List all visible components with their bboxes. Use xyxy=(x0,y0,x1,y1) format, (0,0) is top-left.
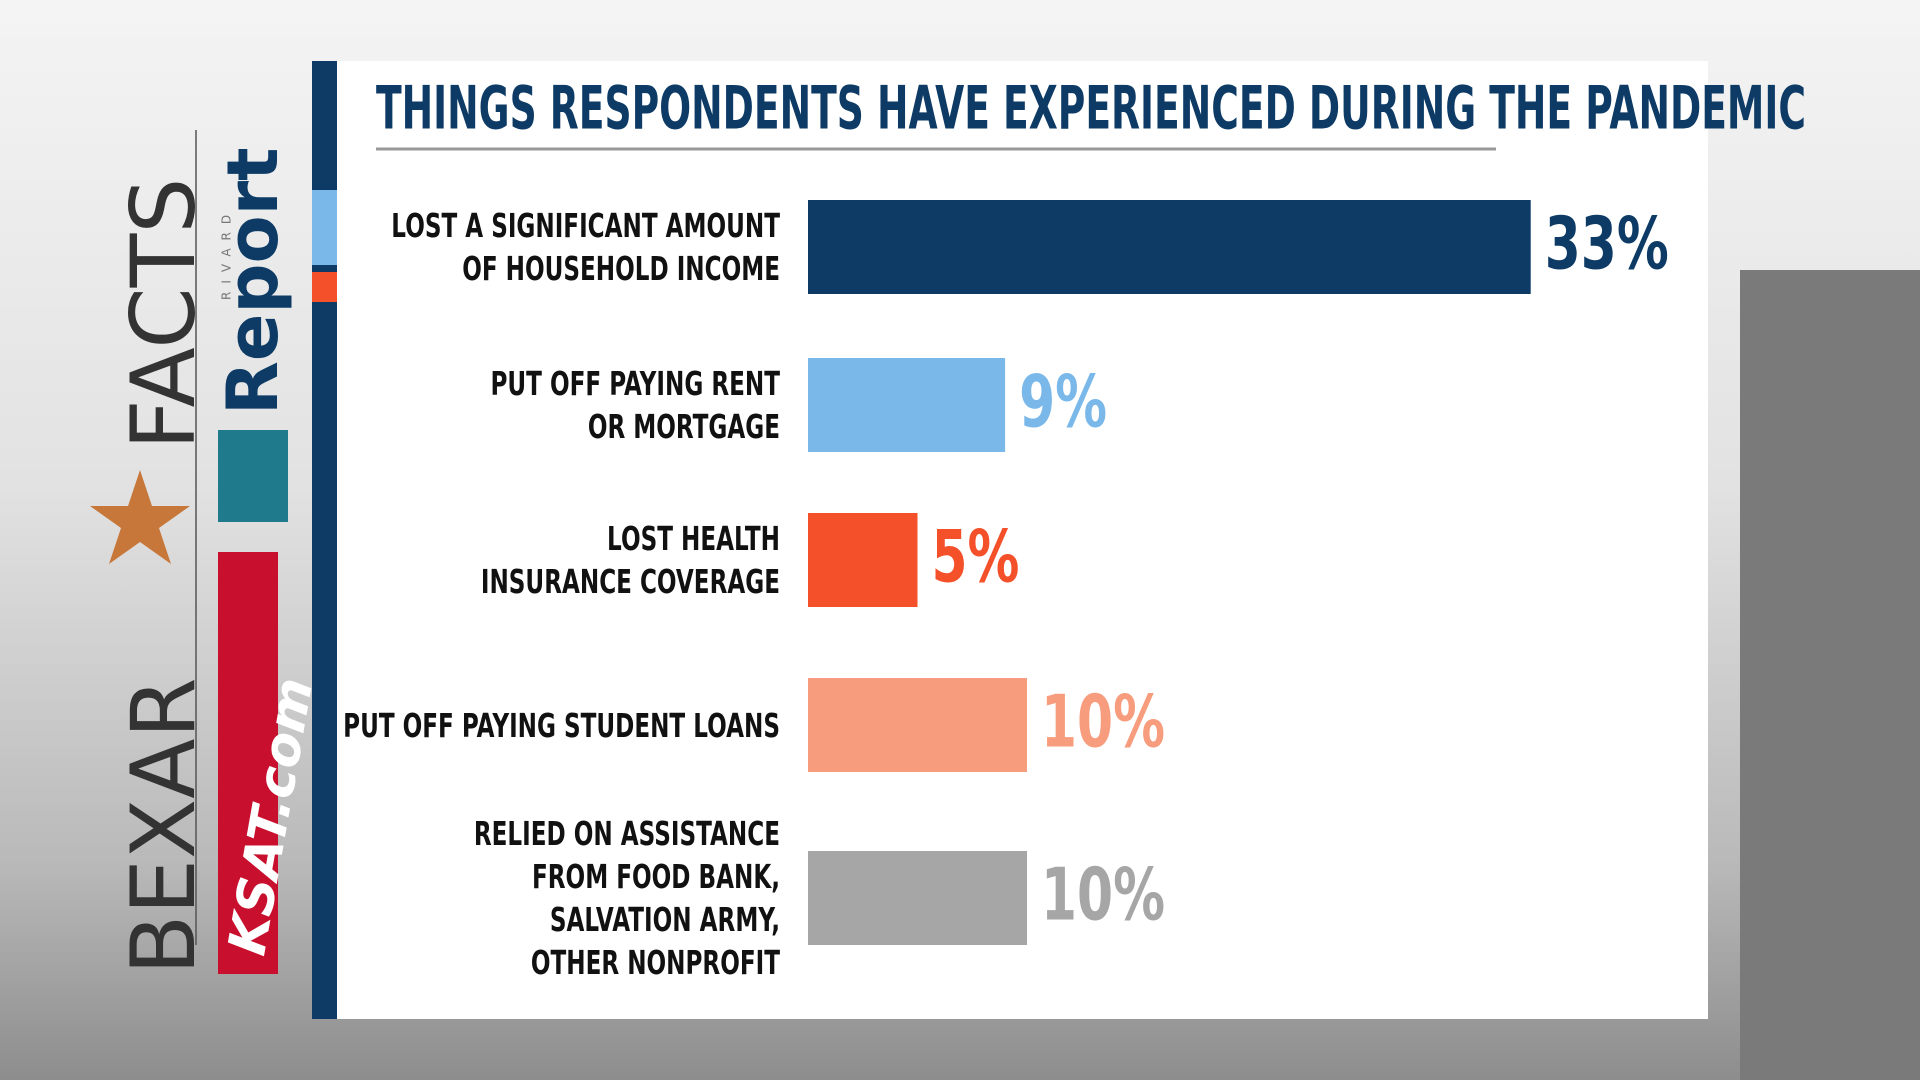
value-label: 33% xyxy=(1545,202,1669,286)
building xyxy=(1740,270,1920,1080)
brand-report: Report xyxy=(212,147,294,415)
category-label: LOST A SIGNIFICANT AMOUNT OF HOUSEHOLD I… xyxy=(391,206,780,288)
bar xyxy=(808,513,918,607)
value-label: 9% xyxy=(1019,360,1107,444)
bar xyxy=(808,851,1027,945)
brand-star xyxy=(90,470,190,564)
value-label: 10% xyxy=(1041,680,1165,764)
report-logo xyxy=(218,430,288,522)
brand-facts: FACTS xyxy=(112,178,215,450)
ksat-logo xyxy=(218,552,278,974)
value-label: 10% xyxy=(1041,853,1165,937)
stripe-blue xyxy=(312,190,337,265)
value-label: 5% xyxy=(932,515,1020,599)
brand-bexar: BEXAR xyxy=(112,677,215,975)
bar xyxy=(808,678,1027,772)
category-label: RELIED ON ASSISTANCE FROM FOOD BANK, SAL… xyxy=(473,814,780,982)
bar xyxy=(808,200,1531,294)
brand-rivard: RIVARD xyxy=(220,207,234,300)
bar xyxy=(808,358,1006,452)
chart-title: THINGS RESPONDENTS HAVE EXPERIENCED DURI… xyxy=(376,74,1806,144)
category-label: PUT OFF PAYING STUDENT LOANS xyxy=(343,705,780,745)
category-label: PUT OFF PAYING RENT OR MORTGAGE xyxy=(490,364,780,446)
stripe-orange xyxy=(312,272,337,302)
category-label: LOST HEALTH INSURANCE COVERAGE xyxy=(480,519,780,601)
